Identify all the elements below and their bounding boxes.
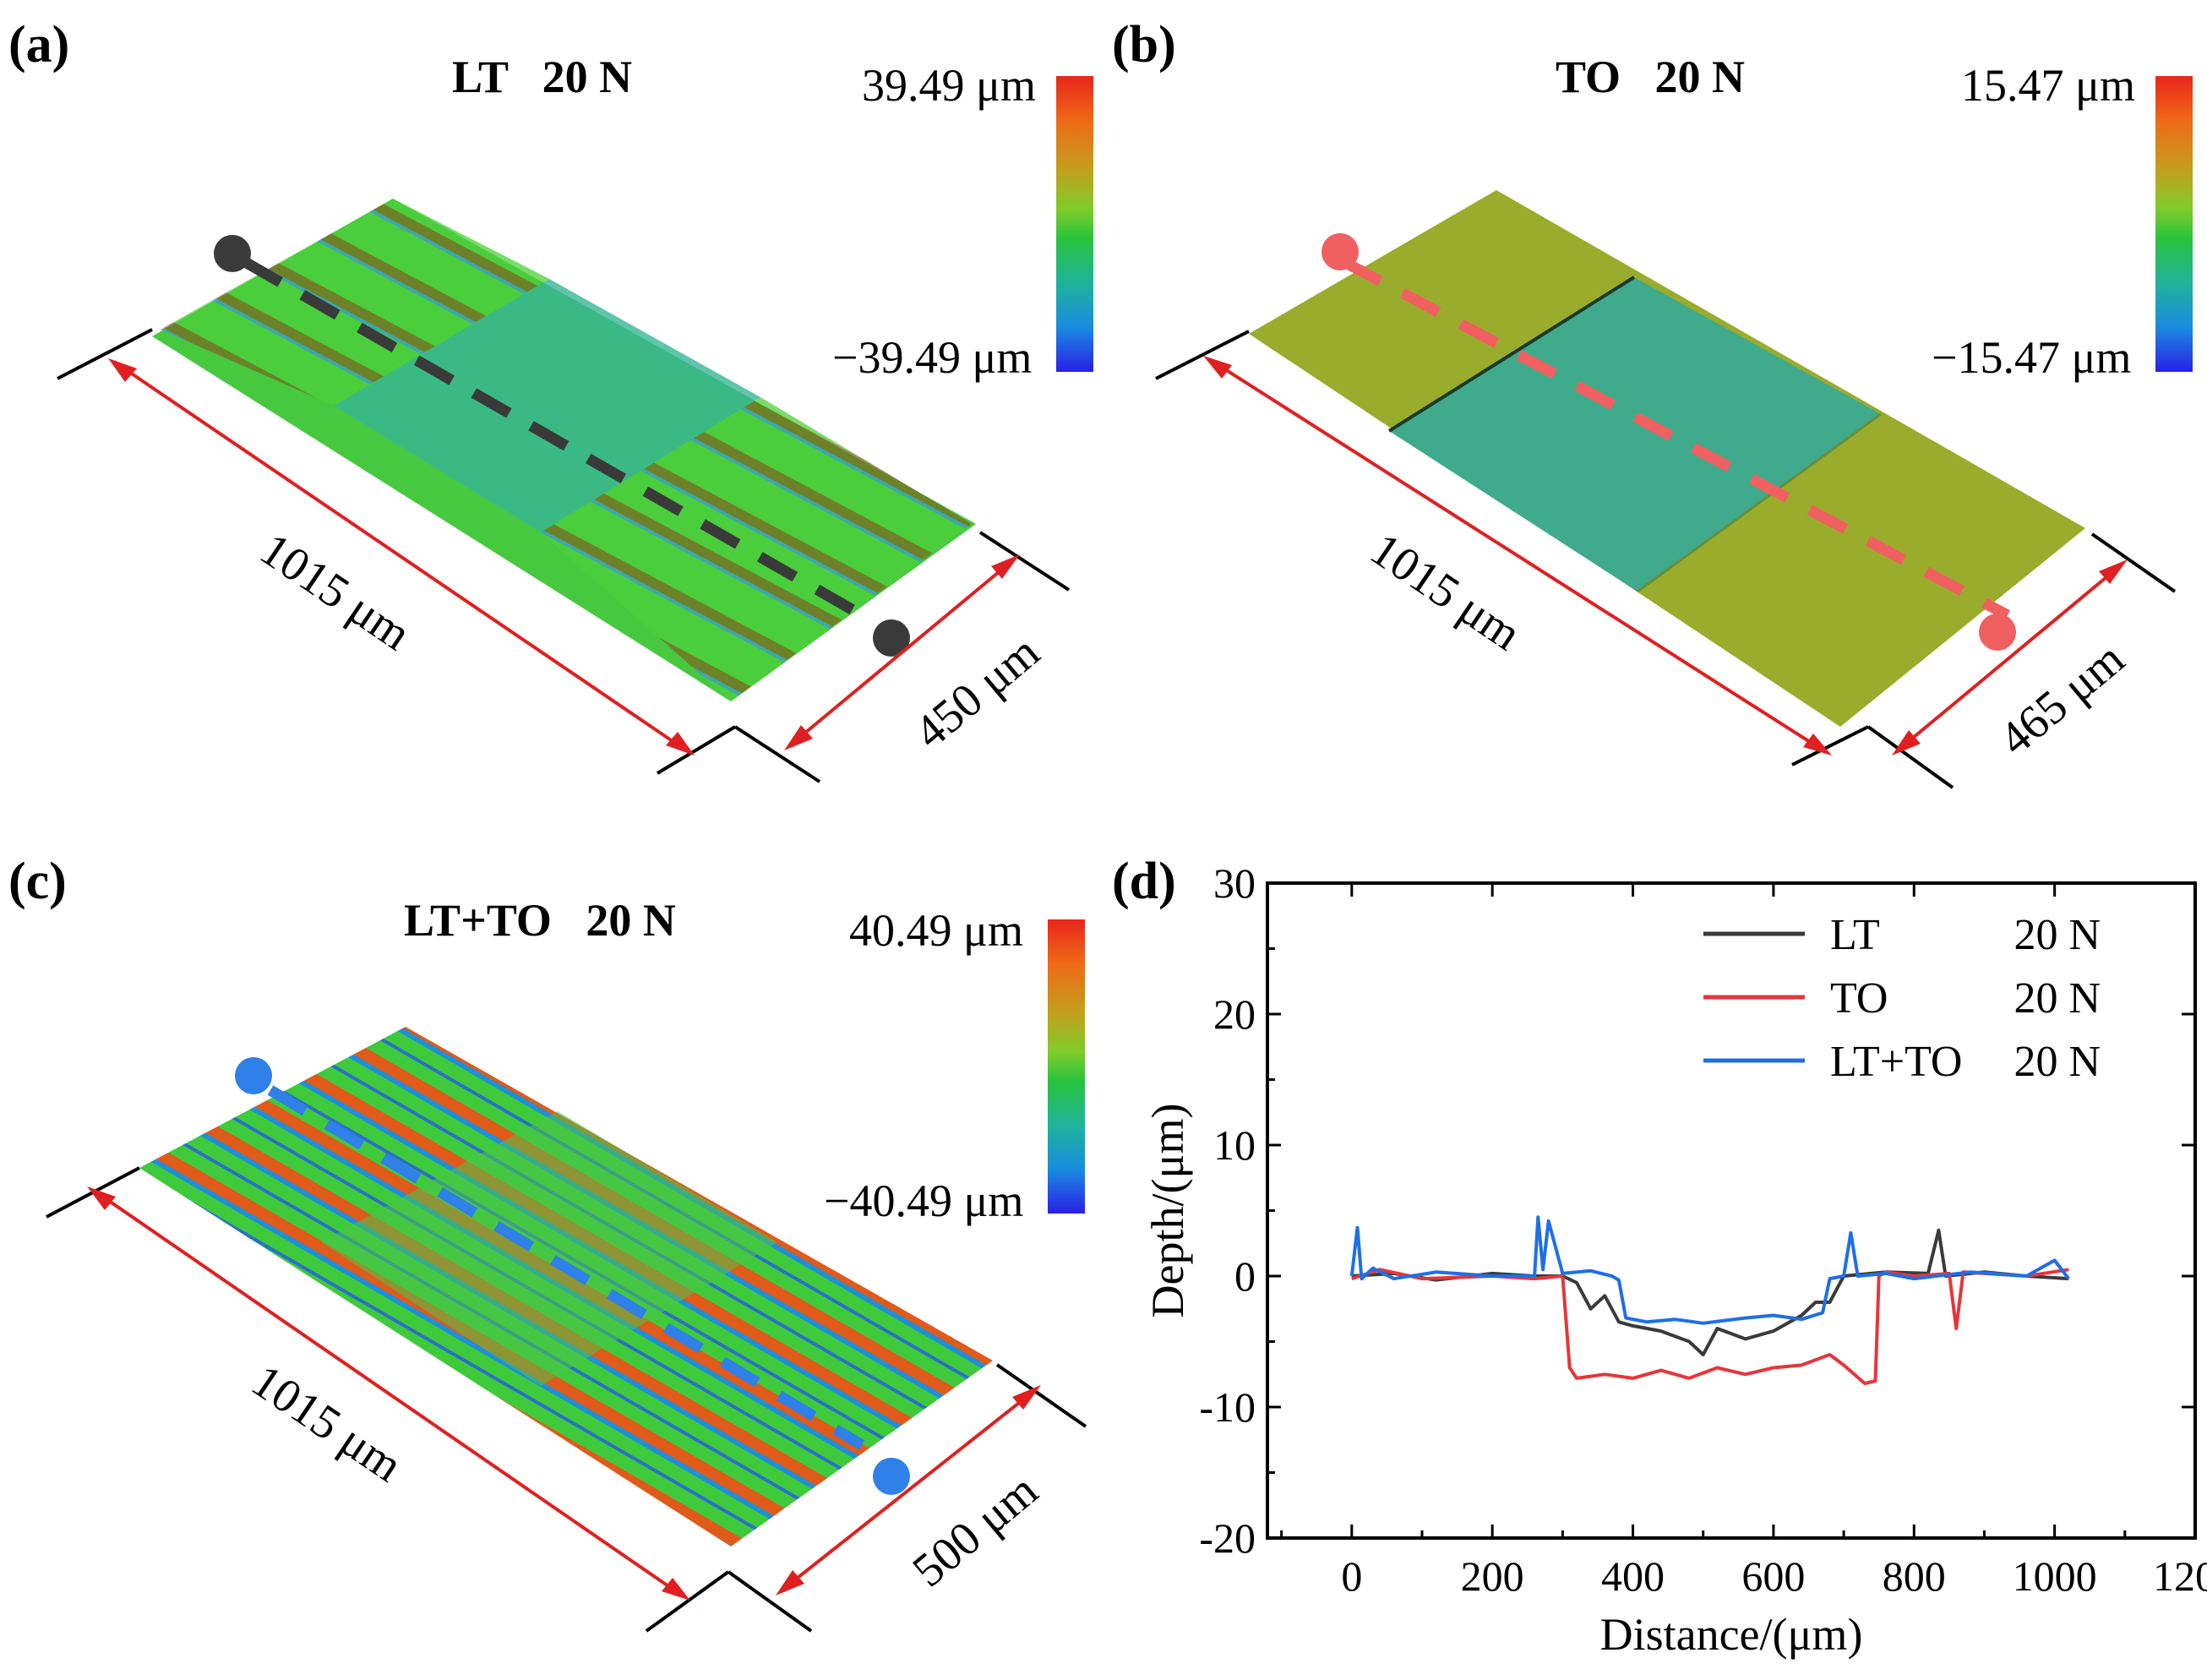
x-tick-label: 200 [1461,1552,1524,1600]
profile-start-marker [214,235,251,272]
depth-profile-chart: 0 200 400 600 800 1000 1200 -20 -10 0 10 20 30 Distan… [1142,859,2207,1660]
x-tick-label: 0 [1341,1552,1362,1600]
profile-end-marker [873,1458,910,1495]
x-tick-label: 600 [1741,1552,1805,1600]
profile-end-marker [1979,614,2016,651]
wear-track [334,279,760,532]
legend-label: LT [1830,911,1880,959]
length-arrow [1207,357,1828,754]
x-axis-label: Distance/(μm) [1600,1609,1863,1660]
profile-start-marker [235,1057,272,1094]
y-tick-label: 0 [1234,1252,1256,1300]
profile-end-marker [873,619,910,657]
legend-load: 20 N [2014,911,2101,959]
colorbar [2155,76,2193,372]
legend-load: 20 N [2014,974,2101,1023]
panel-b: (b) TO 20 N 15.47 μm −15.47 μm 1015 μm 4… [1104,0,2207,803]
wear-track [321,1111,777,1386]
y-tick-label: 20 [1213,990,1256,1038]
panel-d: (d) 0 200 400 600 800 1000 1200 -20 -10 0 10 20 30 Di… [1104,837,2207,1680]
y-tick-label: -10 [1199,1383,1256,1431]
width-arrow [780,1388,1037,1592]
y-tick-label: 10 [1213,1121,1256,1169]
legend-label: LT+TO [1830,1038,1962,1086]
y-tick-label: -20 [1199,1514,1256,1562]
panel-label: (b) [1112,16,1176,74]
x-tick-label: 1000 [2013,1552,2097,1600]
laser-texture-right [541,397,972,701]
colorbar-min-label: −39.49 μm [832,332,1033,383]
series-line-to [1351,1268,2069,1386]
surface-3d-map [46,1027,1087,1633]
series-line-lt-to [1349,1215,2070,1325]
profile-line [1341,257,2011,620]
y-tick-label: 30 [1213,859,1256,907]
panel-a: (a) LT 20 N 39.49 μm −39.49 μm 1015 μm [0,0,1104,803]
colorbar-max-label: 15.47 μm [1961,60,2135,111]
profile-line [242,257,861,618]
y-axis-label: Depth/(μm) [1142,1104,1193,1318]
surface-3d-map [1155,190,2177,789]
panel-label: (c) [8,853,67,910]
x-tick-label: 800 [1883,1552,1946,1600]
colorbar-max-label: 39.49 μm [862,60,1036,111]
panel-title: LT+TO 20 N [404,895,676,946]
colorbar [1048,919,1085,1214]
width-arrow [788,558,1016,747]
x-tick-label: 1200 [2153,1552,2207,1600]
panel-c: (c) LT+TO 20 N 40.49 μm −40.49 μm 1015 μ… [0,837,1104,1680]
colorbar-min-label: −15.47 μm [1932,332,2132,383]
panel-label: (a) [8,16,70,74]
width-arrow [1896,563,2123,752]
length-arrow [91,1188,686,1599]
surface-3d-map [57,199,1071,783]
legend-load: 20 N [2014,1038,2101,1086]
colorbar-min-label: −40.49 μm [824,1175,1024,1226]
profile-line [267,1085,865,1450]
panel-label: (d) [1112,853,1176,910]
laser-texture-left [161,199,549,406]
x-tick-label: 400 [1601,1552,1665,1600]
length-arrow [112,360,690,754]
colorbar [1056,76,1093,372]
legend-label: TO [1830,974,1888,1023]
colorbar-max-label: 40.49 μm [849,905,1023,956]
panel-title: TO 20 N [1556,52,1746,102]
profile-start-marker [1321,233,1359,270]
panel-title: LT 20 N [452,52,633,102]
